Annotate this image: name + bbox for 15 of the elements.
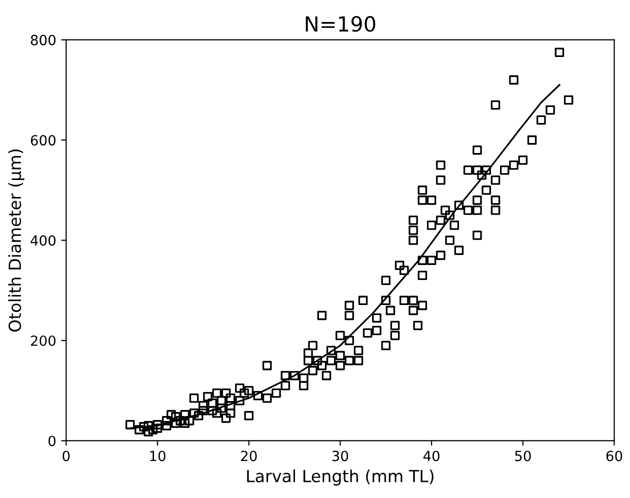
chart-title: N=190 <box>306 16 376 32</box>
x-tick-label: 0 <box>62 450 70 462</box>
x-tick-label: 60 <box>606 450 622 462</box>
y-tick-label: 400 <box>30 235 56 246</box>
x-tick-label: 30 <box>332 450 348 462</box>
y-tick-label: 800 <box>30 34 56 46</box>
x-axis-title: Larval Length (mm TL) <box>247 469 434 486</box>
x-tick-label: 40 <box>423 450 440 462</box>
x-tick-label: 10 <box>150 450 166 462</box>
y-tick-label: 0 <box>48 436 56 446</box>
y-tick-label: 600 <box>30 135 56 146</box>
x-tick-label: 20 <box>241 450 257 462</box>
x-tick-label: 50 <box>515 450 531 462</box>
y-axis-title: Otolith Diameter (µm) <box>8 149 24 332</box>
y-tick-label: 200 <box>30 335 56 346</box>
